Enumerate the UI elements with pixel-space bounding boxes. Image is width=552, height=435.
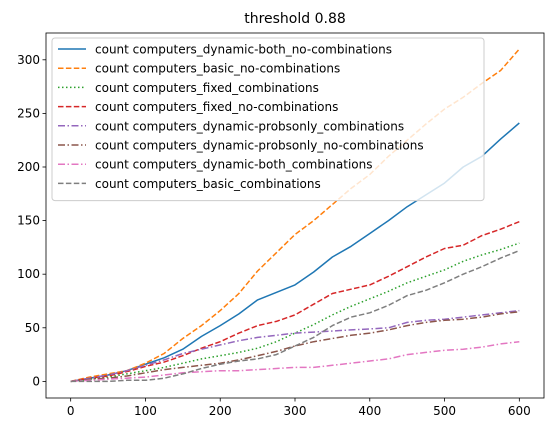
legend-label: count computers_dynamic-both_no-combinat…	[95, 43, 392, 57]
x-tick-label: 300	[284, 404, 307, 418]
series-line-8	[70, 249, 520, 383]
legend-label: count computers_dynamic-probsonly_no-com…	[95, 139, 424, 153]
y-tick-label: 200	[17, 160, 40, 174]
series-line-6	[70, 310, 520, 383]
y-tick-label: 50	[25, 321, 40, 335]
legend-label: count computers_fixed_no-combinations	[95, 100, 338, 114]
series-line-5	[70, 309, 520, 383]
x-tick-label: 500	[433, 404, 456, 418]
y-tick-label: 300	[17, 53, 40, 67]
x-tick-label: 600	[508, 404, 531, 418]
y-tick-label: 250	[17, 106, 40, 120]
legend-label: count computers_basic_no-combinations	[95, 62, 340, 76]
legend-label: count computers_fixed_combinations	[95, 81, 319, 95]
y-tick-label: 0	[32, 374, 40, 388]
y-tick-label: 100	[17, 267, 40, 281]
x-tick-label: 400	[358, 404, 381, 418]
x-tick-label: 100	[134, 404, 157, 418]
legend: count computers_dynamic-both_no-combinat…	[51, 37, 485, 202]
x-tick-label: 200	[209, 404, 232, 418]
chart-title: threshold 0.88	[244, 11, 346, 27]
series-line-4	[70, 221, 520, 383]
x-axis: 0 100 200 300 400 500 600	[67, 398, 531, 418]
y-axis: 0 50 100 150 200 250 300	[17, 53, 46, 388]
legend-label: count computers_dynamic-probsonly_combin…	[95, 119, 404, 133]
series-line-3	[70, 242, 520, 383]
y-tick-label: 150	[17, 214, 40, 228]
legend-box	[51, 37, 485, 202]
x-tick-label: 0	[67, 404, 75, 418]
legend-label: count computers_dynamic-both_combination…	[95, 158, 372, 172]
legend-label: count computers_basic_combinations	[95, 177, 321, 191]
